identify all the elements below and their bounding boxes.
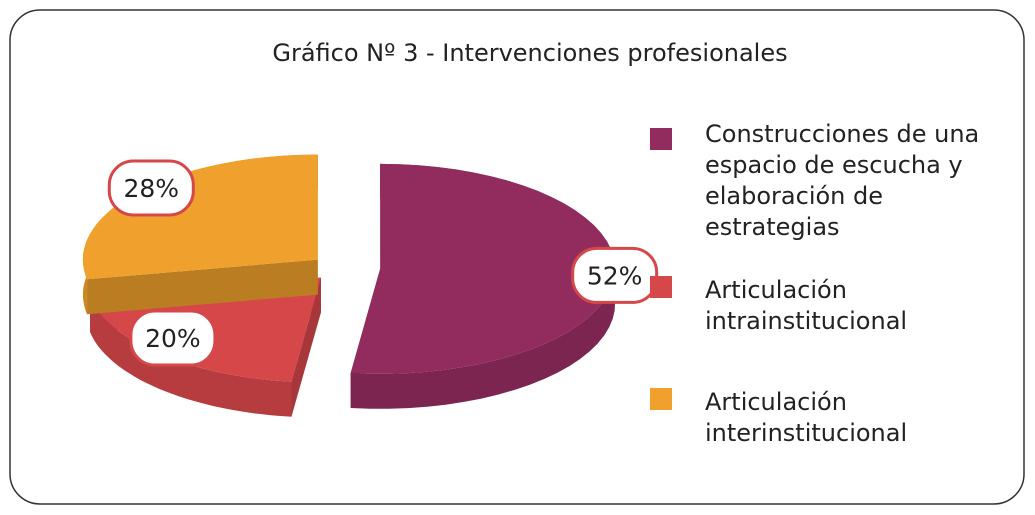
legend-swatch [650,276,672,298]
legend-label: Construcciones de una espacio de escucha… [705,120,980,241]
slice-top [350,163,616,374]
chart-title: Gráfico Nº 3 - Intervenciones profesiona… [272,39,787,67]
legend-label: Articulación intrainstitucional [705,276,908,335]
slice-wall [87,259,318,315]
value-label: 52% [587,261,643,290]
legend-label: Articulación interinstitucional [705,388,908,447]
value-label-box [571,246,659,304]
slice-top [82,154,318,280]
value-label: 28% [124,174,180,203]
value-label: 20% [145,324,201,353]
slice-side [90,297,292,417]
value-label-box [129,309,217,367]
legend-swatch [650,128,672,150]
legend-swatch [650,388,672,410]
value-label-box [107,159,195,217]
slice [350,163,616,409]
